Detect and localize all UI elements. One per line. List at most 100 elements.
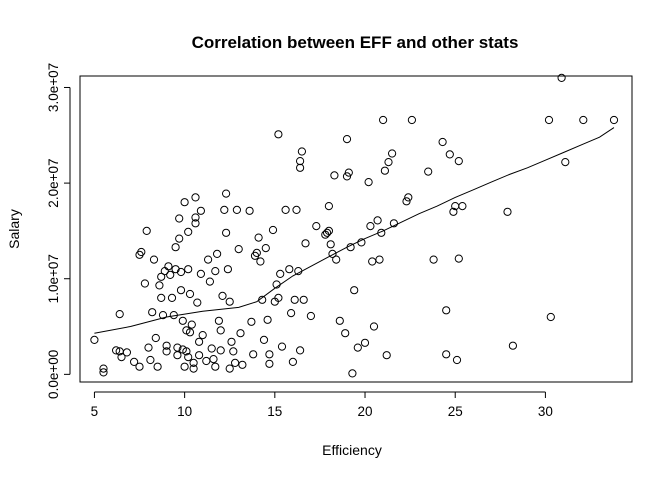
data-point <box>184 353 193 362</box>
data-point <box>328 249 337 258</box>
data-point <box>324 202 333 211</box>
data-point <box>342 172 352 181</box>
data-point <box>252 248 261 257</box>
data-point <box>232 205 241 214</box>
data-point <box>176 286 186 295</box>
data-point <box>254 233 263 242</box>
data-point <box>158 311 168 320</box>
y-tick-label: 0.0e+00 <box>46 350 61 399</box>
data-point <box>155 281 164 290</box>
data-point <box>211 362 220 371</box>
data-point <box>169 311 178 320</box>
data-point <box>144 343 153 352</box>
data-point <box>277 342 287 351</box>
data-point <box>609 115 619 125</box>
data-point <box>454 254 463 263</box>
data-point <box>157 293 166 302</box>
data-point <box>231 358 240 367</box>
data-point <box>238 360 247 369</box>
data-point <box>204 255 213 264</box>
data-point <box>377 228 386 237</box>
data-point <box>332 255 341 264</box>
data-point <box>191 213 200 222</box>
data-point <box>369 322 379 331</box>
data-point <box>296 346 305 355</box>
data-point <box>130 357 139 366</box>
data-point <box>185 289 195 299</box>
data-point <box>153 362 162 371</box>
data-point <box>216 346 225 355</box>
y-axis: 0.0e+00 1.0e+07 2.0e+07 3.0e+07 <box>46 63 71 399</box>
data-point <box>380 166 389 175</box>
data-point <box>185 328 195 337</box>
data-point <box>272 280 281 289</box>
data-point <box>388 149 397 158</box>
data-point <box>167 293 177 302</box>
data-point <box>191 193 200 202</box>
data-point <box>288 357 297 366</box>
data-point <box>261 244 270 253</box>
data-point <box>368 257 377 266</box>
data-point <box>379 115 388 125</box>
data-point <box>180 362 189 371</box>
data-point <box>306 311 315 321</box>
data-point <box>148 308 157 317</box>
data-point <box>259 335 269 344</box>
data-point <box>140 279 149 288</box>
chart-title: Correlation between EFF and other stats <box>192 33 519 52</box>
data-point <box>557 73 566 83</box>
data-point <box>407 115 416 125</box>
data-point <box>227 337 236 346</box>
data-point <box>245 206 254 215</box>
data-point <box>276 269 285 278</box>
data-point <box>389 219 398 228</box>
data-point <box>220 205 229 214</box>
data-point <box>122 348 132 357</box>
data-point <box>274 130 283 139</box>
data-point <box>445 150 454 159</box>
data-point <box>274 293 283 302</box>
x-tick-label: 5 <box>91 404 99 419</box>
data-point <box>99 364 108 373</box>
data-point <box>222 228 231 237</box>
data-point <box>348 369 357 378</box>
data-point <box>173 351 182 360</box>
data-point <box>281 205 290 214</box>
data-point <box>265 359 274 368</box>
data-point <box>202 356 211 366</box>
data-point <box>324 226 333 235</box>
data-point <box>209 355 218 364</box>
data-point <box>249 350 258 359</box>
x-tick-label: 15 <box>267 404 282 419</box>
data-point <box>214 316 223 325</box>
data-point <box>216 326 225 335</box>
data-point <box>198 331 207 340</box>
data-point <box>162 341 171 350</box>
data-point <box>373 216 382 225</box>
smoother-line <box>94 127 615 334</box>
data-point <box>268 225 278 235</box>
data-point <box>151 333 160 343</box>
data-point <box>193 298 202 307</box>
data-point <box>135 362 144 371</box>
data-point <box>342 135 352 144</box>
data-point <box>182 347 191 356</box>
data-point <box>449 207 458 216</box>
data-point <box>360 338 370 347</box>
data-point <box>234 245 243 254</box>
data-point <box>299 295 308 304</box>
data-point <box>211 267 220 276</box>
data-point <box>294 267 303 276</box>
data-point <box>180 198 189 207</box>
data-point <box>341 329 350 338</box>
data-point <box>330 171 339 180</box>
data-point <box>350 286 359 295</box>
data-point <box>429 255 438 264</box>
data-point <box>357 238 366 247</box>
data-point <box>90 335 99 344</box>
data-point <box>508 341 518 350</box>
data-point <box>335 316 344 325</box>
data-point <box>287 309 296 318</box>
data-point <box>442 306 451 315</box>
